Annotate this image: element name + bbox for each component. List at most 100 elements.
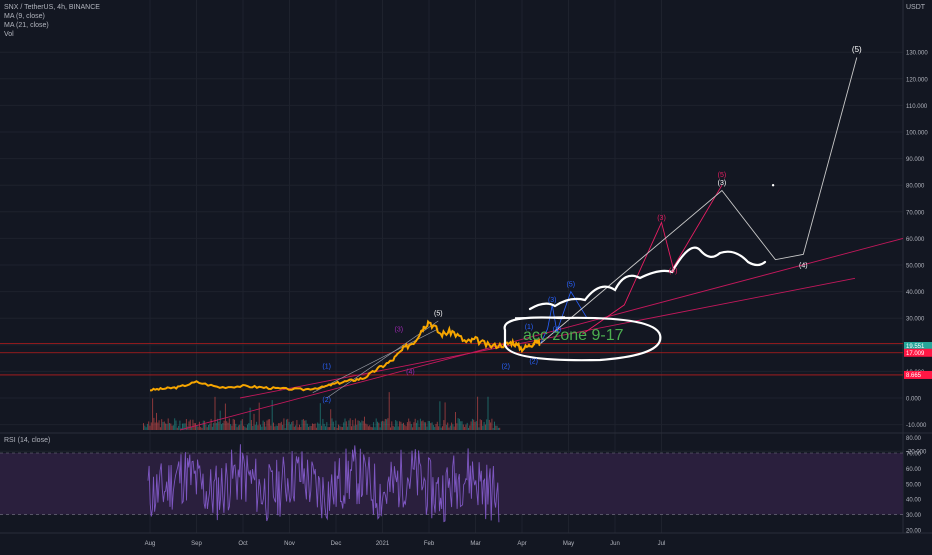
volume-bar (271, 400, 273, 430)
volume-bar (494, 421, 495, 430)
volume-bar (270, 425, 272, 430)
volume-bar (182, 423, 183, 430)
volume-bar (304, 420, 306, 430)
volume-bar (314, 423, 316, 430)
volume-bar (236, 427, 238, 430)
volume-bar (300, 426, 302, 430)
volume-bar (360, 422, 362, 430)
volume-bar (334, 427, 336, 430)
volume-bar (369, 425, 371, 430)
volume-bar (457, 418, 459, 430)
volume-bar (295, 425, 297, 430)
volume-bar (443, 420, 445, 430)
volume-bar (244, 426, 246, 430)
volume-bar (495, 425, 497, 430)
volume-bar (156, 412, 157, 430)
volume-bar (460, 421, 462, 430)
volume-bar (219, 410, 221, 430)
volume-bar (185, 419, 187, 430)
ma21-legend[interactable]: MA (21, close) (4, 22, 49, 29)
acc-zone-text: acc zone 9-17 (523, 327, 624, 344)
volume-bar (261, 426, 263, 430)
volume-bar (445, 424, 447, 430)
volume-bar (265, 426, 267, 430)
volume-bar (263, 421, 265, 430)
price-axis-label: 130.000 (906, 51, 928, 57)
volume-bar (213, 423, 215, 430)
volume-bar (266, 420, 268, 430)
volume-bar (387, 418, 389, 430)
time-axis-label: Jul (658, 541, 666, 547)
rsi-axis-label: 70.00 (906, 452, 922, 458)
time-axis-label: Mar (470, 541, 480, 547)
volume-bar (426, 426, 428, 430)
volume-bar (386, 419, 388, 430)
rsi-axis-label: 60.00 (906, 467, 922, 473)
volume-bar (191, 427, 193, 430)
time-axis-label: Oct (238, 541, 248, 547)
time-axis-label: Aug (145, 541, 156, 547)
volume-bar (496, 425, 498, 430)
volume-bar (321, 425, 323, 430)
price-axis-label: 90.000 (906, 157, 925, 163)
rsi-legend-label[interactable]: RSI (14, close) (4, 437, 51, 444)
volume-bar (370, 426, 372, 430)
volume-bar (380, 421, 382, 430)
volume-bar (442, 426, 443, 430)
volume-bar (377, 421, 378, 430)
volume-bar (430, 422, 432, 430)
volume-bar (447, 422, 449, 430)
volume-bar (458, 418, 460, 430)
volume-bar (232, 418, 234, 430)
volume-legend[interactable]: Vol (4, 31, 14, 38)
volume-bar (419, 418, 421, 430)
volume-bar (395, 419, 397, 430)
volume-bar (357, 420, 359, 430)
currency-text: USDT (906, 4, 926, 11)
price-badge (904, 370, 932, 379)
volume-bar (189, 419, 191, 430)
volume-bar (336, 427, 338, 430)
volume-bar (306, 423, 308, 430)
volume-bar (479, 419, 481, 430)
volume-bar (275, 425, 277, 430)
volume-bar (375, 418, 377, 430)
volume-bar (208, 424, 209, 430)
volume-bar (143, 423, 144, 430)
trendline-upper (179, 237, 904, 431)
volume-bar (221, 424, 222, 430)
price-axis-label: 100.000 (906, 131, 928, 137)
volume-bar (484, 424, 486, 430)
volume-bar (354, 418, 356, 430)
volume-bar (214, 396, 216, 430)
ma9-legend[interactable]: MA (9, close) (4, 13, 45, 20)
volume-bar (439, 401, 441, 430)
volume-bar (358, 420, 360, 430)
volume-bar (280, 421, 282, 430)
volume-bar (352, 420, 354, 430)
volume-bar (412, 427, 414, 430)
wave-label: (4) (799, 263, 808, 270)
volume-bar (226, 421, 228, 430)
wave-label: (3) (657, 215, 666, 222)
volume-bar (413, 422, 415, 430)
volume-bar (196, 425, 198, 430)
symbol-title[interactable]: SNX / TetherUS, 4h, BINANCE (4, 4, 100, 11)
volume-bar (197, 426, 199, 430)
volume-bar (325, 426, 326, 430)
acc-zone-ellipse (503, 316, 662, 362)
volume-bar (483, 421, 485, 430)
time-axis-label: Jun (610, 541, 620, 547)
volume-bar (416, 422, 417, 430)
volume-bar (384, 418, 386, 430)
volume-bar (404, 425, 406, 430)
time-axis-label: Nov (284, 541, 295, 547)
volume-bar (165, 423, 167, 430)
volume-bar (235, 423, 237, 430)
wave-label: (2) (529, 358, 538, 365)
volume-bar (292, 420, 294, 430)
volume-bar (267, 419, 269, 430)
volume-bar (469, 425, 471, 430)
